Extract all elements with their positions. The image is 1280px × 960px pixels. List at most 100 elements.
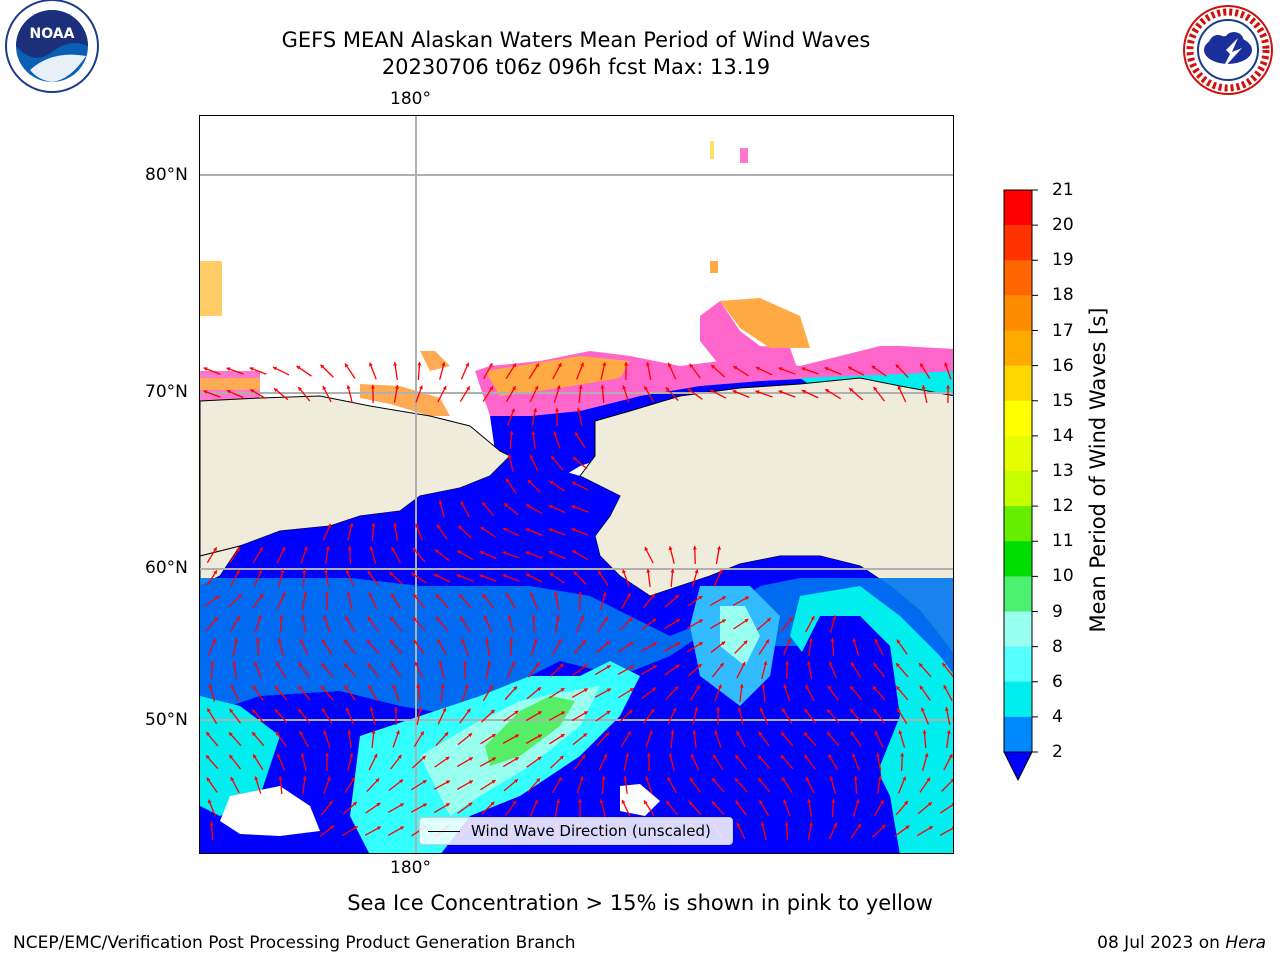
wave-arrow-head bbox=[721, 641, 726, 646]
legend-line-icon bbox=[428, 831, 460, 832]
wave-arrow-head bbox=[502, 527, 507, 532]
wave-arrow-head bbox=[351, 777, 355, 782]
wave-arrow-head bbox=[468, 802, 473, 807]
wave-arrow-head bbox=[353, 826, 358, 830]
wave-arrow-head bbox=[229, 754, 234, 759]
wave-arrow-head bbox=[535, 363, 539, 368]
wave-arrow-head bbox=[324, 592, 329, 596]
wave-arrow-head bbox=[625, 753, 630, 757]
wave-arrow-head bbox=[300, 753, 305, 757]
wave-arrow-head bbox=[393, 362, 398, 366]
wave-arrow-head bbox=[715, 707, 721, 711]
wave-arrow-head bbox=[951, 826, 953, 829]
wave-arrow-head bbox=[272, 366, 277, 371]
wave-arrow-head bbox=[482, 502, 486, 507]
wave-arrow-head bbox=[644, 800, 648, 805]
wave-arrow-head bbox=[397, 754, 402, 759]
wave-arrow-head bbox=[511, 661, 516, 666]
wave-arrow-head bbox=[674, 595, 679, 599]
wave-arrow-head bbox=[581, 754, 586, 759]
wave-arrow-head bbox=[203, 390, 208, 395]
map-grid bbox=[200, 116, 953, 853]
wave-arrow-head bbox=[330, 825, 335, 830]
wave-arrow-head bbox=[479, 550, 484, 555]
wave-arrow-head bbox=[897, 385, 902, 390]
wave-arrow-head bbox=[874, 730, 879, 735]
wave-arrow-head bbox=[413, 639, 418, 644]
wave-arrow-head bbox=[296, 365, 301, 370]
wave-arrow-head bbox=[458, 525, 463, 530]
wave-arrow-head bbox=[229, 732, 233, 737]
wave-arrow-head bbox=[694, 707, 699, 712]
wave-arrow-head bbox=[485, 638, 490, 642]
wave-arrow-head bbox=[436, 524, 441, 529]
wave-arrow-head bbox=[465, 362, 470, 367]
wave-arrow-head bbox=[645, 776, 650, 781]
wave-arrow-head bbox=[874, 638, 879, 643]
wave-arrow-head bbox=[399, 826, 404, 831]
wave-arrow-head bbox=[622, 385, 627, 390]
noaa-logo-text: NOAA bbox=[30, 26, 75, 42]
wave-arrow-head bbox=[301, 615, 306, 619]
wave-arrow-head bbox=[345, 707, 350, 712]
wave-arrow-head bbox=[623, 776, 628, 780]
lat-label-60: 60°N bbox=[145, 558, 188, 578]
wave-arrow-head bbox=[781, 777, 786, 782]
wave-arrow-head bbox=[206, 732, 211, 737]
wave-arrow-head bbox=[829, 776, 834, 781]
wave-arrow-head bbox=[491, 757, 496, 762]
wave-arrow-head bbox=[828, 754, 832, 759]
colorbar-segment bbox=[1004, 260, 1032, 296]
wave-arrow-head bbox=[943, 685, 948, 690]
colorbar-tick-label: 16 bbox=[1052, 355, 1074, 376]
colorbar-tick-label: 11 bbox=[1052, 531, 1074, 552]
wave-arrow-head bbox=[924, 753, 929, 758]
wave-arrow-head bbox=[832, 615, 837, 620]
wave-arrow-head bbox=[804, 708, 809, 713]
wave-arrow-head bbox=[606, 710, 611, 715]
wave-arrow-head bbox=[503, 503, 508, 508]
wave-arrow-head bbox=[367, 663, 372, 667]
wave-arrow-head bbox=[652, 665, 657, 670]
wave-arrow-head bbox=[512, 363, 516, 368]
wave-arrow-head bbox=[698, 596, 703, 600]
wave-arrow-head bbox=[897, 708, 901, 713]
wave-arrow-head bbox=[603, 753, 608, 758]
wave-arrow-head bbox=[580, 615, 585, 620]
wave-arrow-head bbox=[370, 385, 375, 389]
colorbar-segment bbox=[1004, 330, 1032, 367]
wave-arrow-head bbox=[466, 708, 471, 713]
wave-arrow-head bbox=[755, 366, 760, 371]
wave-arrow-head bbox=[437, 639, 442, 644]
wave-arrow-head bbox=[414, 661, 419, 666]
wave-arrow-head bbox=[390, 617, 394, 622]
wave-arrow-head bbox=[718, 569, 723, 574]
wave-arrow-head bbox=[873, 686, 877, 691]
wave-arrow-head bbox=[558, 777, 562, 782]
wave-arrow-head bbox=[758, 778, 763, 783]
wave-arrow-head bbox=[766, 618, 771, 622]
wave-arrow-head bbox=[629, 688, 634, 692]
wave-arrow-head bbox=[411, 573, 416, 577]
wave-arrow-head bbox=[778, 390, 783, 394]
wave-arrow-head bbox=[921, 385, 926, 389]
wave-arrow-head bbox=[556, 799, 561, 803]
wave-arrow-head bbox=[808, 638, 813, 642]
wave-arrow-head bbox=[646, 753, 651, 757]
wave-arrow-head bbox=[462, 661, 467, 665]
wave-arrow-head bbox=[877, 776, 882, 780]
wave-arrow-head bbox=[758, 731, 763, 736]
wave-arrow-head bbox=[254, 661, 258, 666]
wave-arrow-head bbox=[436, 617, 441, 622]
wave-arrow-head bbox=[571, 528, 576, 532]
colorbar-segment bbox=[1004, 400, 1032, 437]
wave-arrow-head bbox=[213, 570, 217, 575]
wave-arrow-head bbox=[807, 799, 812, 803]
wave-arrow-head bbox=[299, 638, 304, 643]
wave-arrow-head bbox=[853, 776, 858, 780]
wave-arrow-head bbox=[606, 688, 611, 693]
wave-arrow-head bbox=[696, 685, 700, 690]
wave-arrow-head bbox=[531, 615, 536, 619]
wave-arrow-head bbox=[368, 592, 373, 597]
wave-arrow-head bbox=[689, 363, 694, 368]
